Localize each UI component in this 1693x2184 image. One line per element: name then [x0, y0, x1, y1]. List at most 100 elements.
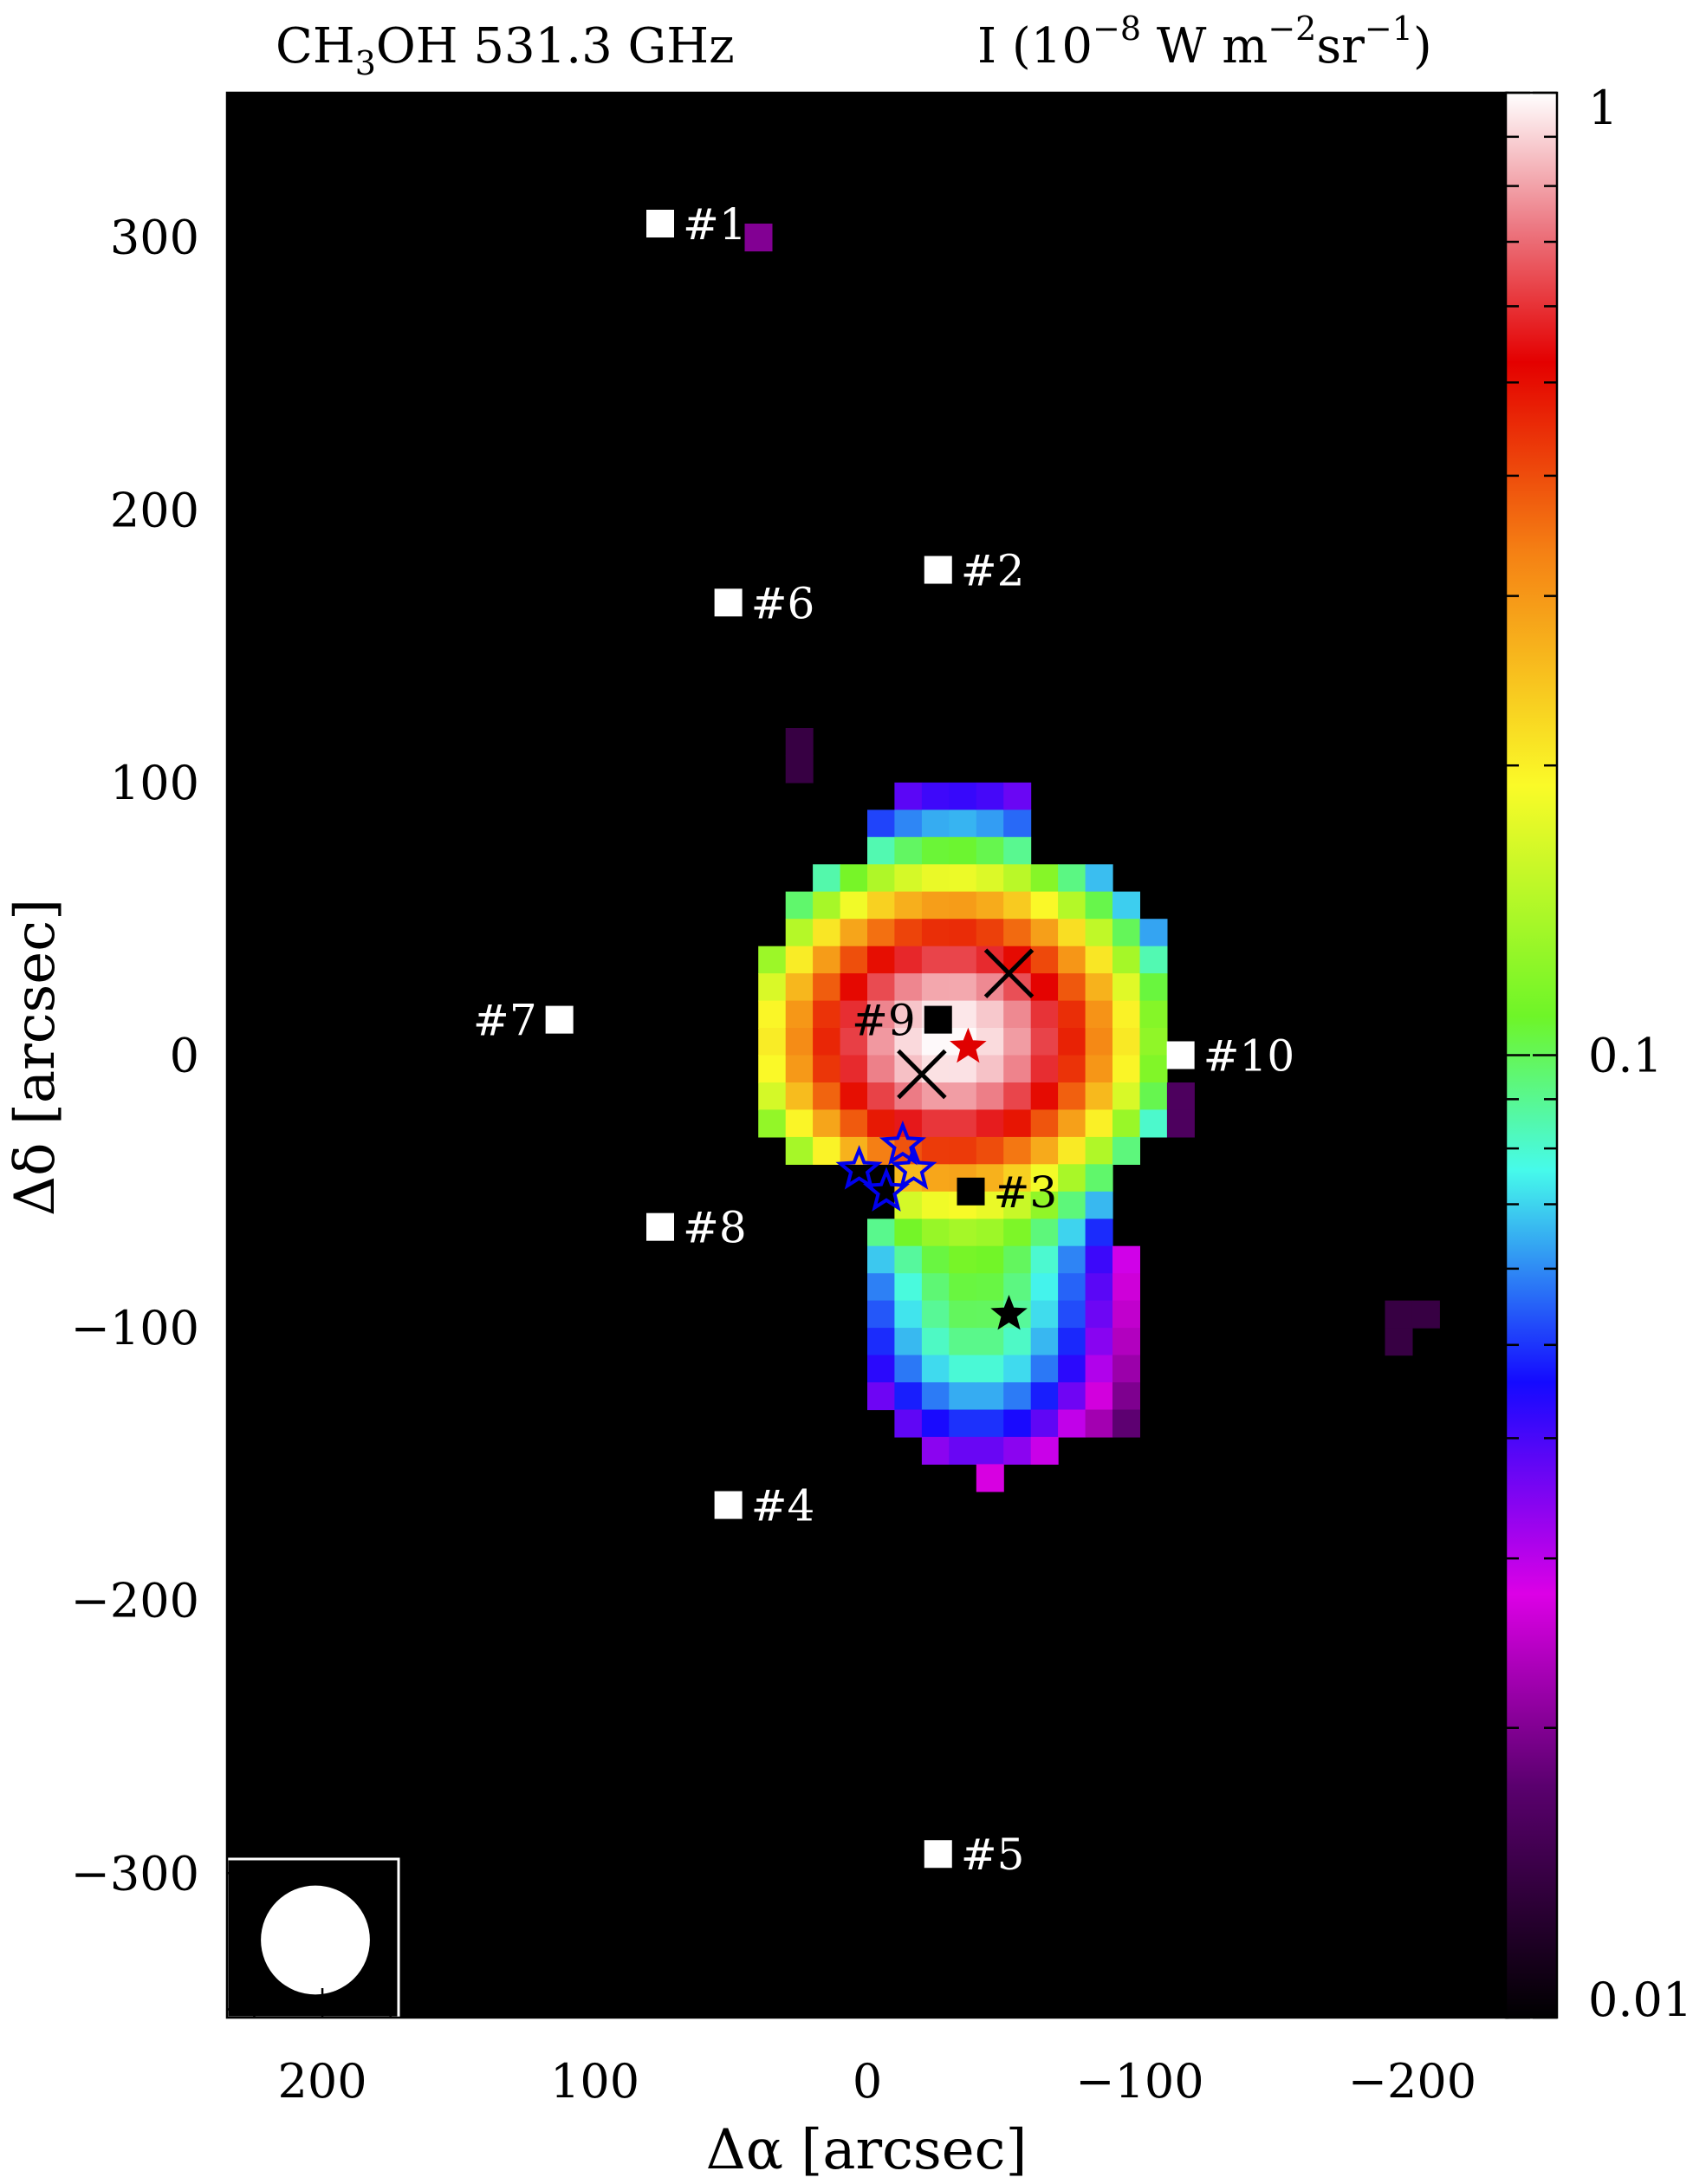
heat-pixel: [758, 1082, 787, 1111]
heat-pixel: [1058, 1300, 1087, 1329]
heat-pixel: [894, 1328, 923, 1356]
heat-pixel: [758, 1000, 787, 1029]
heat-pixel: [894, 1000, 923, 1029]
x-tick-label: 200: [278, 2054, 367, 2109]
position-marker: [714, 1491, 743, 1519]
heat-pixel: [1030, 1164, 1059, 1193]
chart-title-left: CH3OH 531.3 GHz: [276, 18, 735, 82]
heat-pixel: [1139, 973, 1168, 1002]
heat-pixel: [1085, 1328, 1113, 1356]
heat-pixel: [1003, 809, 1032, 838]
heat-pixel: [949, 809, 977, 838]
heat-pixel: [1003, 1328, 1032, 1356]
heat-pixel: [813, 1028, 841, 1056]
heat-pixel: [1139, 1082, 1168, 1111]
heat-pixel: [1003, 1136, 1032, 1165]
heat-pixel: [949, 1109, 977, 1138]
heat-pixel: [867, 864, 895, 893]
position-marker: [924, 1840, 952, 1869]
heat-pixel: [1112, 919, 1140, 947]
heat-pixel: [949, 782, 977, 810]
x-tick-label: 0: [853, 2054, 882, 2109]
position-label: #8: [683, 1203, 747, 1253]
position-marker: [924, 556, 952, 584]
heat-pixel: [949, 1300, 977, 1329]
heat-pixel: [1085, 946, 1113, 974]
heat-pixel: [921, 919, 950, 947]
heat-pixel: [1085, 1136, 1113, 1165]
heat-pixel: [867, 809, 895, 838]
heat-pixel: [949, 891, 977, 920]
heat-pixel: [840, 973, 868, 1002]
heat-pixel: [976, 1055, 1004, 1083]
heat-pixel: [921, 946, 950, 974]
heat-pixel: [1085, 1082, 1113, 1111]
colorbar-tick-label: 0.1: [1588, 1029, 1663, 1083]
heat-pixel: [1112, 1355, 1140, 1383]
heat-pixel: [1030, 1000, 1059, 1029]
heat-pixel: [1085, 864, 1113, 893]
heat-pixel: [1030, 1382, 1059, 1411]
heat-pixel: [1003, 1355, 1032, 1383]
heat-pixel: [1112, 946, 1140, 974]
heat-pixel: [894, 809, 923, 838]
heat-pixel: [1003, 864, 1032, 893]
heat-pixel: [1085, 1109, 1113, 1138]
heat-pixel: [1030, 1300, 1059, 1329]
heat-pixel: [1112, 1000, 1140, 1029]
heat-pixel: [840, 1055, 868, 1083]
star-marker: [862, 1167, 911, 1212]
heat-pixel: [813, 946, 841, 974]
heat-pixel: [1003, 1028, 1032, 1056]
heat-pixel: [840, 1109, 868, 1138]
heat-pixel: [840, 946, 868, 974]
heat-pixel: [949, 1382, 977, 1411]
heat-pixel: [1112, 1382, 1140, 1411]
heat-pixel: [1030, 1136, 1059, 1165]
heat-pixel: [1085, 891, 1113, 920]
heat-pixel: [921, 1109, 950, 1138]
heat-pixel: [1030, 1028, 1059, 1056]
heat-pixel: [785, 1109, 814, 1138]
y-tick-label: −100: [71, 1301, 199, 1355]
heat-pixel: [785, 1136, 814, 1165]
heat-pixel: [867, 1355, 895, 1383]
heat-pixel: [867, 919, 895, 947]
heat-pixel: [921, 891, 950, 920]
heat-pixel: [894, 1219, 923, 1247]
heat-pixel: [1003, 1245, 1032, 1274]
heat-pixel: [921, 1136, 950, 1165]
heat-pixel: [1058, 919, 1087, 947]
heat-pixel: [1058, 1000, 1087, 1029]
heat-pixel: [976, 1000, 1004, 1029]
position-marker: [957, 1177, 985, 1206]
y-tick-label: 300: [110, 211, 199, 265]
heat-pixel: [976, 836, 1004, 865]
heat-pixel: [1085, 1355, 1113, 1383]
x-tick-label: −200: [1348, 2054, 1476, 2109]
heat-pixel: [1112, 1109, 1140, 1138]
heat-pixel: [1030, 919, 1059, 947]
heat-pixel: [1058, 1273, 1087, 1302]
heat-pixel: [1139, 1000, 1168, 1029]
heat-pixel: [976, 1355, 1004, 1383]
heat-pixel: [1085, 1382, 1113, 1411]
heat-pixel: [1385, 1300, 1413, 1329]
heat-pixel: [867, 1328, 895, 1356]
heat-pixel: [1112, 1245, 1140, 1274]
heat-pixel: [1003, 1436, 1032, 1465]
position-marker: [646, 210, 675, 238]
heat-pixel: [1139, 1055, 1168, 1083]
heat-pixel: [949, 1055, 977, 1083]
heat-pixel: [1112, 973, 1140, 1002]
heat-pixel: [1058, 1055, 1087, 1083]
heat-pixel: [785, 755, 814, 783]
heat-pixel: [758, 973, 787, 1002]
heat-pixel: [1003, 1219, 1032, 1247]
heat-pixel: [1139, 946, 1168, 974]
heat-pixel: [894, 891, 923, 920]
heat-pixel: [785, 728, 814, 757]
heat-pixel: [1003, 1109, 1032, 1138]
heat-pixel: [976, 1136, 1004, 1165]
